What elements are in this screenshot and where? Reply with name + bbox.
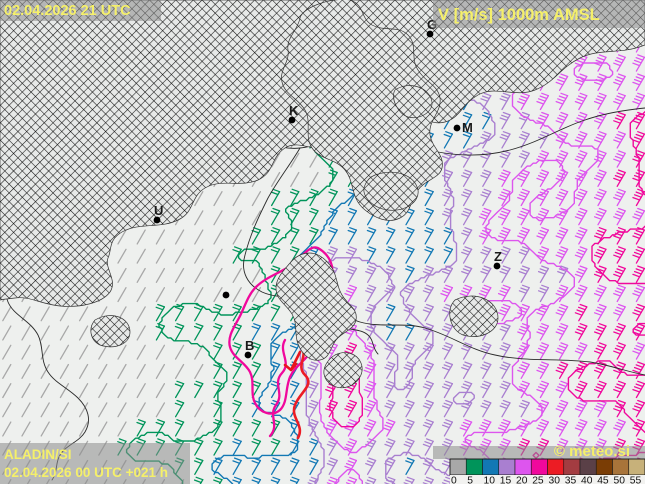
svg-text:45: 45 (597, 476, 609, 484)
svg-text:5: 5 (467, 476, 473, 484)
svg-text:V [m/s] 1000m AMSL: V [m/s] 1000m AMSL (438, 6, 600, 24)
svg-text:ALADIN/SI: ALADIN/SI (4, 447, 72, 462)
svg-text:25: 25 (532, 476, 544, 484)
svg-text:02.04.2026 21 UTC: 02.04.2026 21 UTC (4, 3, 131, 19)
svg-text:0: 0 (451, 476, 457, 484)
svg-text:© meteo.si: © meteo.si (554, 443, 630, 460)
svg-text:02.04.2026 00 UTC +021 h: 02.04.2026 00 UTC +021 h (4, 465, 168, 480)
svg-text:20: 20 (516, 476, 528, 484)
svg-text:U: U (154, 203, 163, 218)
svg-text:10: 10 (484, 476, 496, 484)
svg-text:40: 40 (581, 476, 593, 484)
svg-text:15: 15 (500, 476, 512, 484)
svg-text:M: M (462, 120, 473, 135)
svg-text:55: 55 (630, 476, 642, 484)
svg-text:30: 30 (549, 476, 561, 484)
svg-text:35: 35 (565, 476, 577, 484)
svg-text:B: B (245, 338, 254, 353)
svg-text:K: K (289, 103, 299, 118)
svg-text:Z: Z (494, 249, 502, 264)
svg-text:50: 50 (614, 476, 626, 484)
